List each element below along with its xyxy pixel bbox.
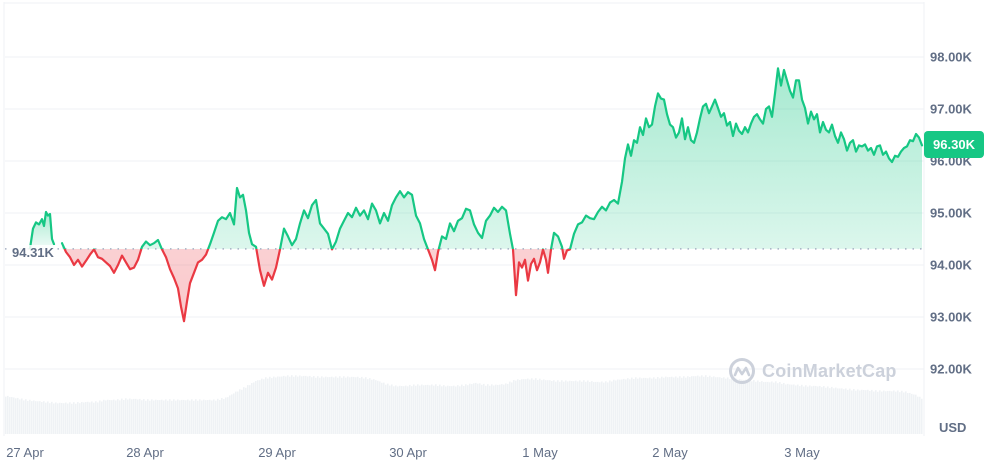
watermark-text: CoinMarketCap <box>762 360 897 381</box>
y-tick-label: 95.00K <box>930 205 972 221</box>
y-tick-label: 93.00K <box>930 309 972 325</box>
watermark: CoinMarketCap <box>728 357 897 385</box>
y-tick-label: 92.00K <box>930 361 972 377</box>
baseline-price-label: 94.31K <box>10 245 56 260</box>
area-fills <box>30 68 922 322</box>
coinmarketcap-logo-icon <box>729 358 755 384</box>
volume-bars <box>5 375 923 434</box>
x-tick-label: 28 Apr <box>126 445 164 460</box>
currency-unit-label: USD <box>939 420 967 435</box>
y-tick-label: 98.00K <box>930 49 972 65</box>
grid-lines <box>5 56 924 370</box>
current-price-badge: 96.30K <box>924 131 984 158</box>
x-tick-label: 1 May <box>522 445 558 460</box>
x-tick-label: 2 May <box>652 445 688 460</box>
y-tick-label: 97.00K <box>930 101 972 117</box>
y-tick-label: 94.00K <box>930 257 972 273</box>
price-lines <box>28 67 924 323</box>
x-tick-label: 3 May <box>784 445 820 460</box>
x-tick-label: 29 Apr <box>258 445 296 460</box>
x-tick-label: 30 Apr <box>389 445 427 460</box>
chart-frame <box>3 2 925 436</box>
x-tick-label: 27 Apr <box>6 445 44 460</box>
